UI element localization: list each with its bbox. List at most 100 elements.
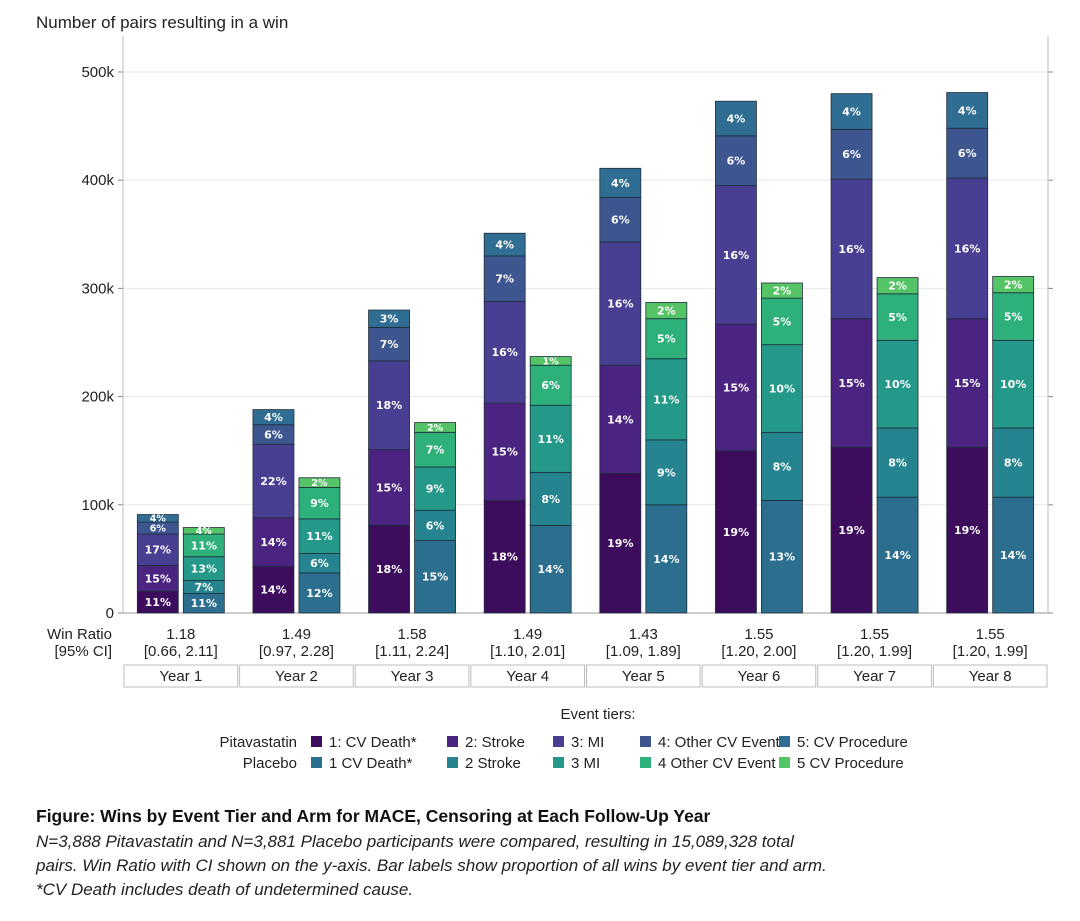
bar-segment-pitavastatin-year1-tier3: [136, 533, 179, 566]
bar-segment-placebo-year4-tier4: [529, 364, 572, 406]
bar-segment-label: 2%: [773, 285, 792, 298]
bar-segment-placebo-year7-tier1: [876, 496, 919, 614]
bar-segment-label: 16%: [838, 243, 864, 256]
bar-segment-placebo-year8-tier1: [992, 496, 1035, 614]
bar-segment-label: 14%: [1000, 549, 1026, 562]
legend-swatch: [447, 757, 458, 768]
legend-swatch: [779, 757, 790, 768]
bar-segment-placebo-year3-tier3: [414, 466, 456, 511]
bar-segment-label: 14%: [607, 413, 633, 426]
bar-segment-label: 15%: [376, 481, 402, 494]
bar-segment-placebo-year6-tier3: [761, 344, 803, 433]
bar-segment-pitavastatin-year5-tier4: [599, 197, 642, 243]
bar-segment-label: 13%: [769, 551, 795, 564]
bar-segment-label: 4%: [611, 177, 630, 190]
bar-segment-label: 10%: [1000, 378, 1026, 391]
bar-segment-label: 4%: [842, 105, 861, 118]
legend-arm-label: Pitavastatin: [219, 734, 297, 751]
caption-line-1: N=3,888 Pitavastatin and N=3,881 Placebo…: [36, 832, 794, 851]
win-ratio-heading: Win Ratio: [47, 626, 112, 643]
win-ratio-ci: [1.20, 1.99]: [953, 643, 1028, 660]
bar-segment-label: 9%: [657, 466, 676, 479]
year-label: Year 1: [159, 668, 202, 685]
year-label: Year 7: [853, 668, 896, 685]
win-ratio-value: 1.58: [397, 626, 426, 643]
win-ratio-value: 1.43: [629, 626, 658, 643]
bar-segment-label: 2%: [888, 280, 907, 293]
bar-segment-pitavastatin-year7-tier4: [830, 128, 873, 180]
bar-segment-pitavastatin-year2-tier2: [252, 517, 295, 567]
bar-segment-pitavastatin-year8-tier3: [946, 177, 989, 320]
bar-segment-placebo-year4-tier5: [529, 356, 572, 366]
bar-segment-label: 11%: [145, 596, 171, 609]
bar-segment-pitavastatin-year7-tier5: [830, 93, 873, 130]
bar-segment-placebo-year5-tier3: [645, 358, 688, 441]
bar-segment-pitavastatin-year8-tier2: [946, 318, 989, 448]
bar-segment-placebo-year2-tier3: [298, 518, 341, 554]
year-box: [817, 664, 932, 688]
caption-title: Figure: Wins by Event Tier and Arm for M…: [36, 806, 711, 826]
legend-swatch: [311, 757, 322, 768]
bar-segment-label: 2%: [311, 478, 328, 489]
bar-segment-placebo-year7-tier3: [876, 339, 919, 429]
legend-item-label: 5: CV Procedure: [797, 734, 908, 751]
bar-segment-label: 15%: [145, 572, 171, 585]
bar-segment-label: 7%: [426, 444, 445, 457]
bar-segment-label: 6%: [264, 428, 283, 441]
bar-segment-label: 2%: [427, 423, 444, 434]
bar-segment-label: 14%: [884, 549, 910, 562]
bar-segment-pitavastatin-year2-tier5: [252, 409, 295, 426]
year-label: Year 6: [738, 668, 781, 685]
bar-segment-label: 8%: [1004, 457, 1023, 470]
bar-segment-label: 11%: [191, 597, 217, 610]
bar-segment-label: 15%: [723, 381, 749, 394]
legend-item-label: 2: Stroke: [465, 734, 525, 751]
bar-segment-placebo-year4-tier2: [529, 471, 572, 526]
bar-segment-label: 10%: [884, 378, 910, 391]
bar-segment-pitavastatin-year6-tier2: [715, 323, 757, 452]
year-label: Year 3: [391, 668, 434, 685]
bar-segment-placebo-year6-tier4: [761, 297, 803, 346]
bar-segment-placebo-year1-tier5: [182, 527, 225, 535]
bar-segment-label: 5%: [888, 311, 907, 324]
bar-segment-label: 6%: [727, 155, 746, 168]
win-ratio-value: 1.49: [513, 626, 542, 643]
legend-title: Event tiers:: [560, 706, 635, 723]
caption-line-2: pairs. Win Ratio with CI shown on the y-…: [36, 856, 827, 875]
bar-segment-placebo-year8-tier3: [992, 339, 1035, 429]
bar-segment-placebo-year5-tier1: [645, 504, 688, 614]
y-tick-label: 300k: [81, 280, 114, 297]
legend-item-label: 4 Other CV Event: [658, 755, 776, 772]
bar-segment-label: 4%: [196, 526, 213, 537]
bar-segment-label: 6%: [842, 148, 861, 161]
bar-segment-pitavastatin-year3-tier4: [368, 326, 410, 362]
year-label: Year 5: [622, 668, 665, 685]
bar-segment-label: 14%: [260, 584, 286, 597]
bar-segment-label: 4%: [727, 112, 746, 125]
bar-segment-placebo-year5-tier2: [645, 439, 688, 506]
bar-segment-label: 22%: [260, 475, 286, 488]
bar-segment-label: 6%: [310, 557, 329, 570]
win-ratio-value: 1.18: [166, 626, 195, 643]
bar-segment-label: 4%: [958, 104, 977, 117]
bar-segment-label: 19%: [954, 524, 980, 537]
win-ratio-ci: [1.09, 1.89]: [606, 643, 681, 660]
bar-segment-placebo-year5-tier5: [645, 302, 688, 320]
bar-segment-pitavastatin-year5-tier5: [599, 167, 642, 198]
bar-segment-label: 14%: [260, 536, 286, 549]
bar-segment-label: 13%: [191, 563, 217, 576]
bar-segment-label: 7%: [380, 338, 399, 351]
y-tick-label: 0: [106, 605, 114, 622]
bar-segment-pitavastatin-year2-tier3: [252, 443, 295, 519]
year-box: [701, 664, 817, 688]
bar-segment-label: 11%: [191, 539, 217, 552]
bar-segment-label: 17%: [145, 544, 171, 557]
bar-segment-pitavastatin-year4-tier1: [483, 500, 526, 614]
bar-segment-label: 11%: [538, 433, 564, 446]
win-ratio-ci: [1.20, 1.99]: [837, 643, 912, 660]
win-ratio-ci: [1.10, 2.01]: [490, 643, 565, 660]
bar-segment-pitavastatin-year5-tier1: [599, 473, 642, 614]
win-ratio-ci: [1.11, 2.24]: [375, 643, 449, 660]
figure-caption: Figure: Wins by Event Tier and Arm for M…: [36, 806, 1066, 902]
legend-swatch: [553, 736, 564, 747]
